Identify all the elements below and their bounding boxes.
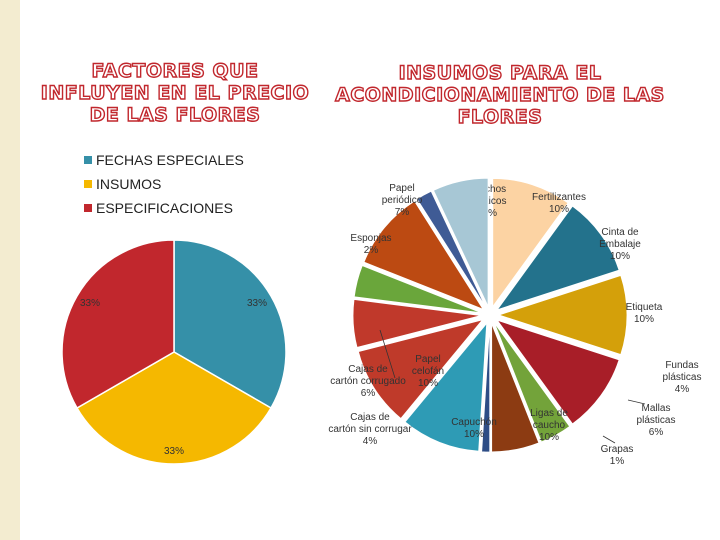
slice-data-label: Papel celofán 10% <box>412 354 444 389</box>
right-chart-title: INSUMOS PARA EL ACONDICIONAMIENTO DE LAS… <box>334 61 665 128</box>
pie-slice-fundas-plásticas <box>493 322 571 443</box>
slice-data-label: Etiqueta 10% <box>626 302 663 325</box>
leader-line <box>627 399 646 405</box>
side-strip <box>0 0 20 540</box>
pie-slice-fertilizantes <box>496 205 620 311</box>
leader-line <box>602 435 616 444</box>
slice-data-label: Grapas 1% <box>601 444 634 467</box>
legend-item: FECHAS ESPECIALES <box>84 148 244 172</box>
pie-slice-especificaciones <box>61 239 175 410</box>
pie-slice-mallas-plásticas <box>491 323 540 453</box>
pie-slice-capuchón <box>357 319 484 420</box>
pie-slice-cinta-de-embalaje <box>497 274 628 356</box>
pie-slice-papel-periódico <box>433 177 489 307</box>
slice-data-label: 33% <box>80 298 100 309</box>
legend-item: INSUMOS <box>84 172 244 196</box>
pie-slice-cajas-de-cartón-corrugado <box>352 299 482 348</box>
left-chart-legend: FECHAS ESPECIALES INSUMOS ESPECIFICACION… <box>84 148 244 220</box>
slice-data-label: Fertilizantes 10% <box>532 192 586 215</box>
pie-slice-papel-celofán <box>363 200 485 311</box>
slice-data-label: Capuchón 10% <box>451 417 497 440</box>
legend-swatch <box>84 204 92 212</box>
slice-data-label: Cajas de cartón sin corrugar 4% <box>328 412 412 447</box>
legend-label: ESPECIFICACIONES <box>96 200 233 216</box>
legend-swatch <box>84 180 92 188</box>
slice-data-label: Papel periódico 7% <box>382 183 423 218</box>
legend-label: FECHAS ESPECIALES <box>96 152 244 168</box>
leader-line <box>379 329 396 379</box>
slice-data-label: Esponjas 2% <box>350 233 391 256</box>
slice-data-label: Ligas de caucho 10% <box>530 408 568 443</box>
legend-item: ESPECIFICACIONES <box>84 196 244 220</box>
left-chart-title: FACTORES QUE INFLUYEN EN EL PRECIO DE LA… <box>40 59 310 126</box>
pie-slice-ligas-de-caucho <box>404 322 488 452</box>
slice-data-label: Fundas plásticas 4% <box>663 360 702 395</box>
pie-slice-fechas-especiales <box>173 239 287 410</box>
slice-data-label: Cinta de Embalaje 10% <box>599 227 641 262</box>
pie-slice-esponjas <box>416 190 487 308</box>
legend-swatch <box>84 156 92 164</box>
legend-label: INSUMOS <box>96 176 162 192</box>
pie-slice-grapas <box>481 323 491 453</box>
pie-slice-cajas-de-cartón-sin-corrugar <box>353 265 482 314</box>
pie-slice-zunchos-plásticos <box>492 178 569 308</box>
pie-slice-insumos <box>75 351 273 465</box>
pie-slice-etiqueta <box>496 319 620 425</box>
slice-data-label: 33% <box>164 446 184 457</box>
slice-data-label: Mallas plásticas 6% <box>637 403 676 438</box>
slice-data-label: Cajas de cartón corrugado 6% <box>330 364 406 399</box>
slice-data-label: 33% <box>247 298 267 309</box>
